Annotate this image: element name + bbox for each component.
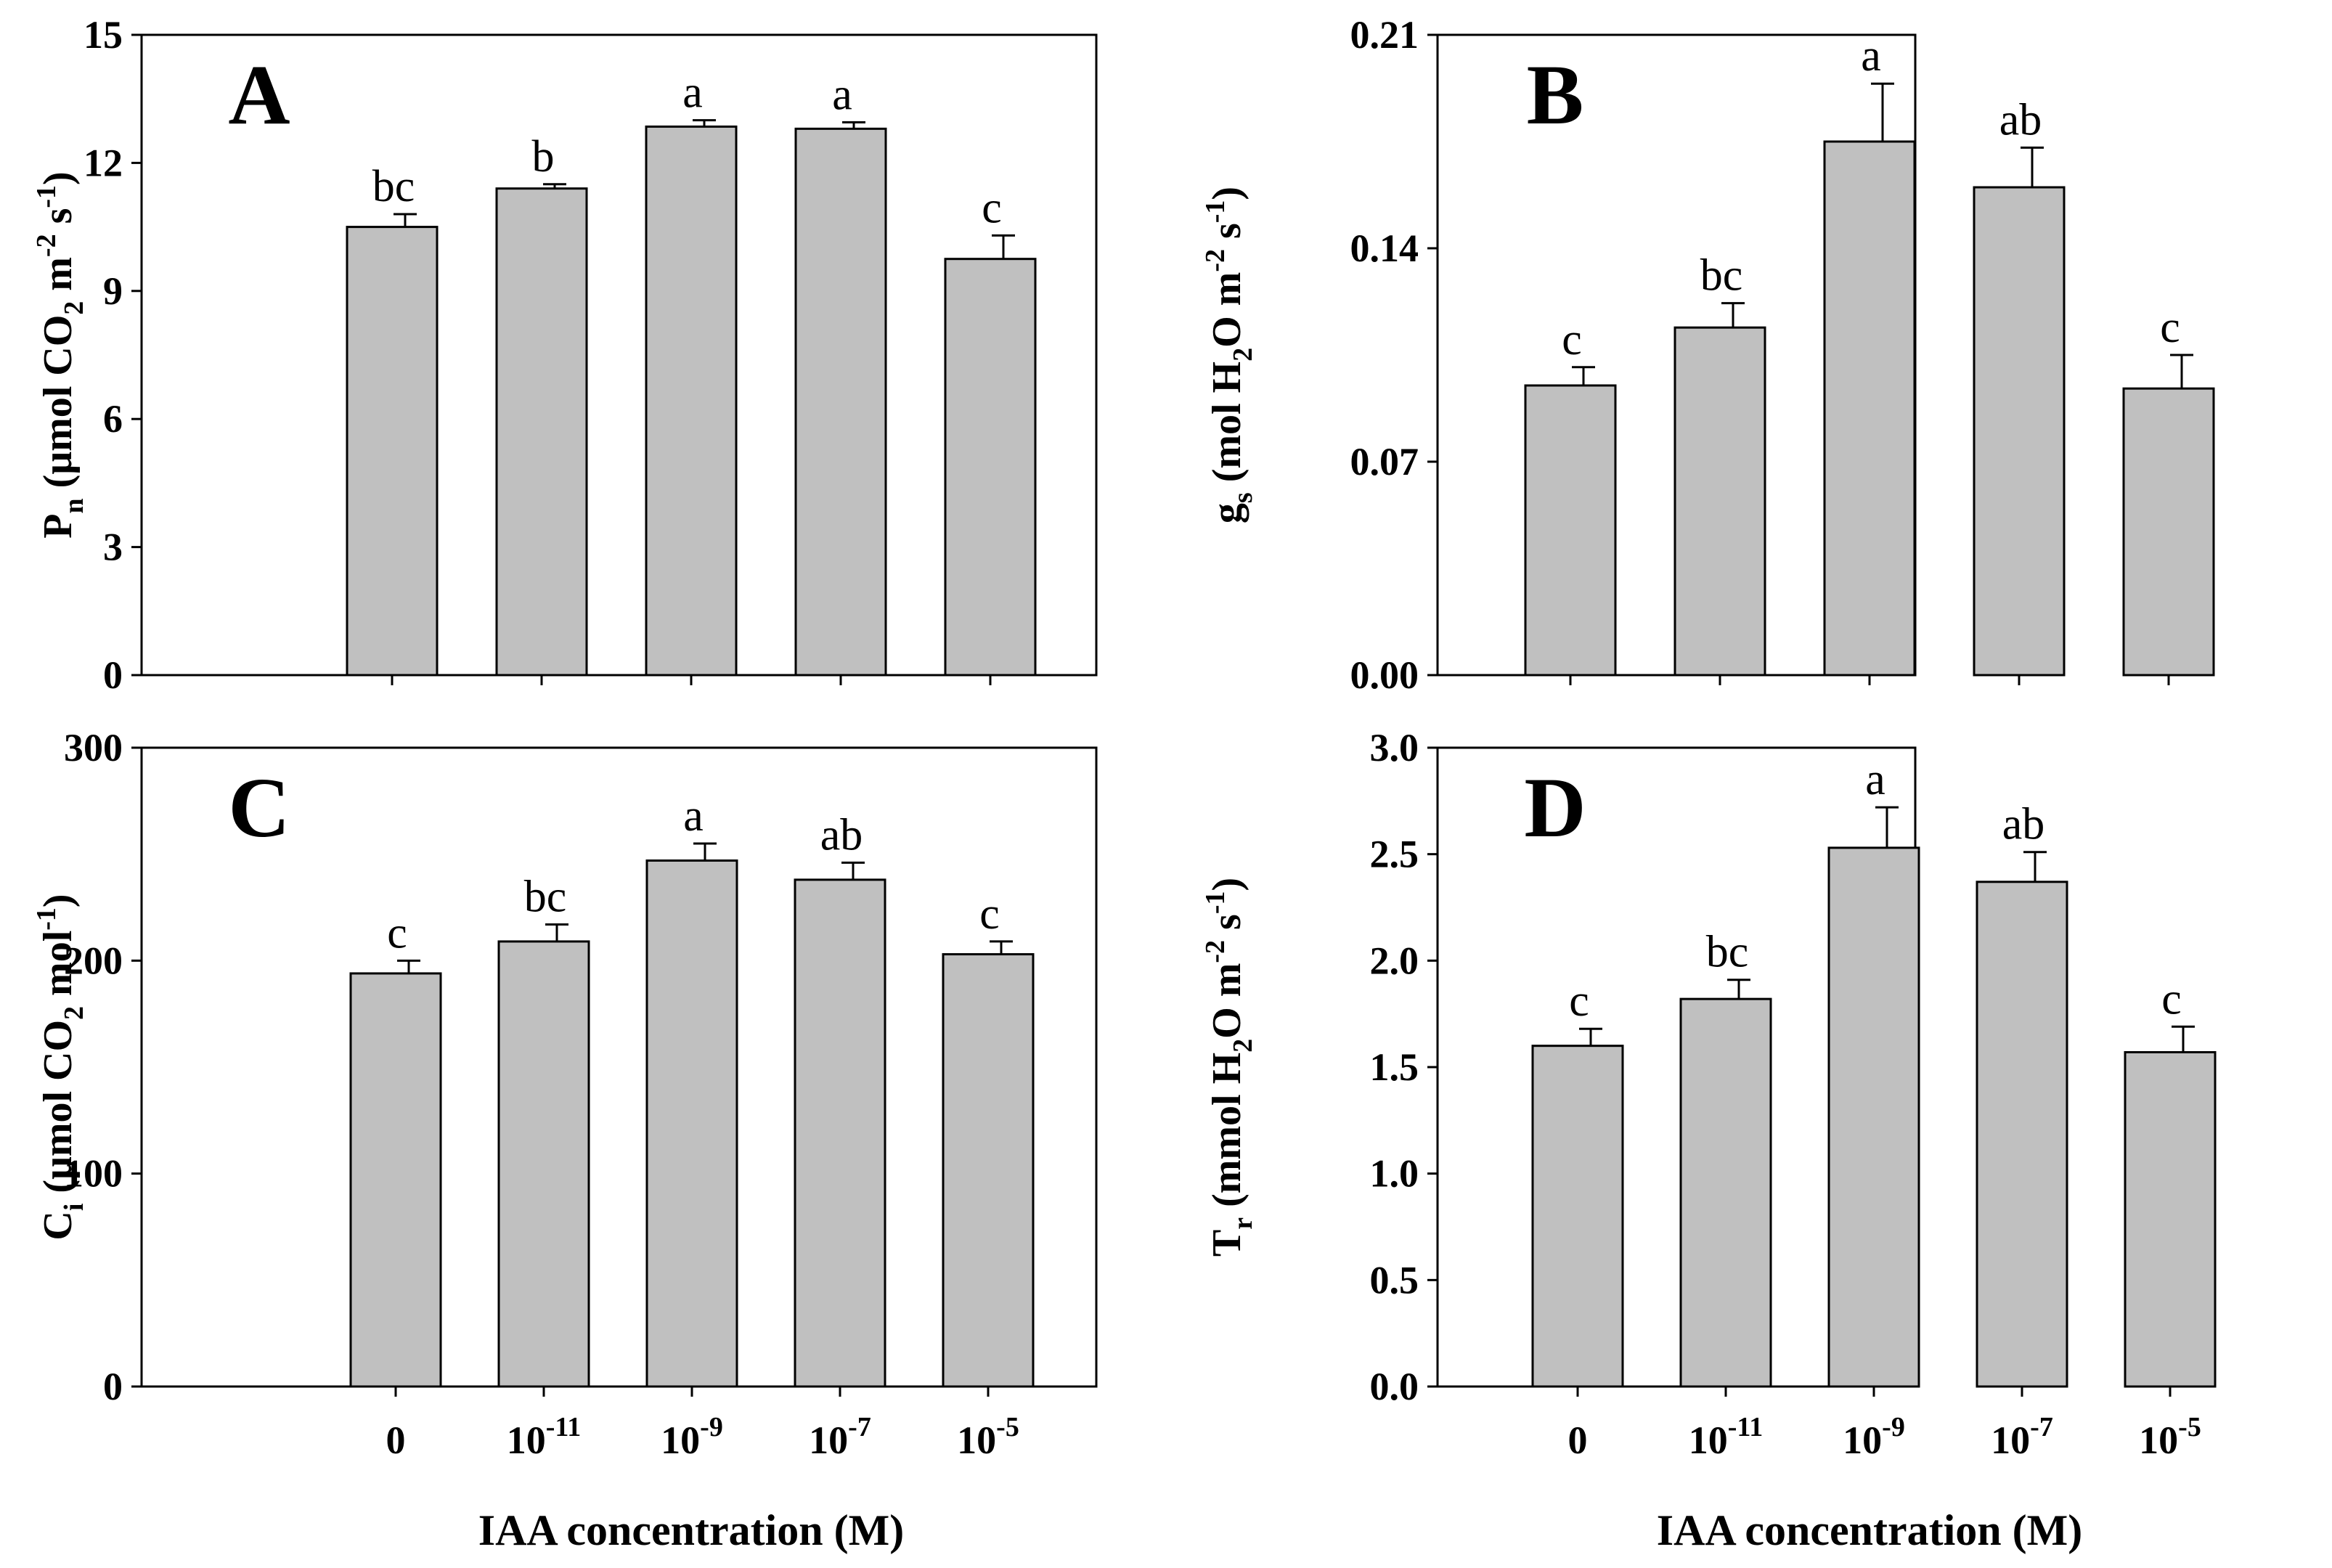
bar — [794, 878, 886, 1388]
bar — [645, 859, 738, 1388]
y-tick-label: 1.5 — [1370, 1045, 1419, 1089]
y-axis-label: gs (mol H2O m-2 s-1) — [1200, 187, 1258, 523]
bar — [1531, 1045, 1624, 1388]
panel-a: 0 3 6 9 12 15 bc b a a c A Pn (μmol CO2 m-2 s-1) — [31, 13, 1098, 697]
bar — [2122, 387, 2215, 677]
y-tick-label: 2.0 — [1370, 939, 1419, 982]
significance-letter: a — [1865, 755, 1885, 804]
bar — [794, 127, 887, 677]
y-tick-label: 100 — [64, 1152, 123, 1196]
y-tick-label: 6 — [103, 397, 123, 441]
y-tick-label: 15 — [83, 13, 123, 57]
y-tick-label: 300 — [64, 726, 123, 769]
bar — [349, 972, 442, 1388]
y-tick-label: 0.07 — [1350, 440, 1419, 483]
significance-letter: a — [682, 68, 703, 118]
significance-letter: bc — [524, 872, 567, 921]
significance-letter: bc — [1706, 928, 1749, 977]
y-tick-label: 200 — [64, 939, 123, 982]
panel-b: 0.00 0.07 0.14 0.21 c bc a ab c Bgs (mol H2O m-2 … — [1200, 13, 2215, 697]
x-tick-label: 0 — [386, 1418, 406, 1462]
significance-letter: c — [979, 889, 1000, 939]
significance-letter: c — [2160, 303, 2180, 352]
y-axis-label: Tr (mmol H2O m-2 s-1) — [1200, 878, 1258, 1257]
bar — [645, 125, 738, 677]
y-tick-label: 0.0 — [1370, 1365, 1419, 1408]
y-tick-label: 3 — [103, 526, 123, 569]
panel-letter: D — [1524, 760, 1586, 855]
x-tick-label: 10-11 — [1689, 1412, 1764, 1462]
panel-letter: A — [228, 47, 290, 142]
panel-letter: B — [1527, 47, 1584, 142]
significance-letter: b — [532, 132, 555, 181]
x-tick-label: 10-7 — [1991, 1412, 2053, 1462]
x-tick-label: 0 — [1568, 1418, 1588, 1462]
significance-letter: bc — [372, 162, 415, 211]
significance-letter: c — [1569, 976, 1589, 1026]
y-tick-label: 1.0 — [1370, 1152, 1419, 1196]
x-tick-label: 10-9 — [1843, 1412, 1905, 1462]
y-tick-label: 12 — [83, 141, 123, 184]
bar — [942, 953, 1035, 1388]
plot-frame — [140, 33, 1098, 677]
bar — [1973, 186, 2066, 677]
significance-letter: ab — [1999, 95, 2042, 144]
y-axis-label: Pn (μmol CO2 m-2 s-1) — [31, 171, 89, 538]
significance-letter: ab — [2002, 800, 2045, 849]
bar — [1524, 384, 1617, 677]
significance-letter: a — [683, 791, 704, 841]
significance-letter: c — [982, 183, 1002, 232]
significance-letter: c — [2161, 974, 2182, 1024]
plot-frame — [140, 746, 1098, 1388]
bar — [944, 258, 1037, 677]
bar — [1673, 326, 1766, 677]
x-tick-label: 10-5 — [2139, 1412, 2201, 1462]
significance-letter: ab — [820, 810, 863, 859]
panel-c: 0 100 200 300 c 0 bc 10-11 a 10-9 ab 10-7 c 10-5 C Ci (… — [31, 726, 1098, 1462]
panel-letter: C — [228, 760, 290, 855]
significance-letter: c — [387, 908, 407, 957]
y-tick-label: 0.5 — [1370, 1258, 1419, 1302]
bar — [1827, 846, 1920, 1388]
bar — [497, 940, 590, 1388]
bar — [2124, 1050, 2217, 1388]
significance-letter: a — [832, 70, 852, 120]
significance-letter: bc — [1700, 251, 1743, 301]
x-axis-label-right: IAA concentration (M) — [1657, 1506, 2083, 1554]
y-tick-label: 0 — [103, 1365, 123, 1408]
y-tick-label: 9 — [103, 269, 123, 313]
y-tick-label: 2.5 — [1370, 833, 1419, 876]
x-tick-label: 10-5 — [957, 1412, 1019, 1462]
y-tick-label: 0.00 — [1350, 653, 1419, 697]
panel-d: 0.0 0.5 1.0 1.5 2.0 2.5 3.0 c 0 bc 10-11 a 10-9 ab 10-… — [1200, 726, 2217, 1462]
y-tick-label: 0.14 — [1350, 226, 1419, 270]
bar — [346, 226, 439, 677]
bar — [1679, 997, 1772, 1388]
significance-letter: c — [1562, 315, 1582, 364]
x-tick-label: 10-7 — [809, 1412, 871, 1462]
bar — [1976, 881, 2068, 1388]
bar — [495, 187, 588, 677]
x-axis-label-left: IAA concentration (M) — [478, 1506, 905, 1554]
y-tick-label: 3.0 — [1370, 726, 1419, 769]
bar — [1823, 140, 1916, 677]
y-tick-label: 0.21 — [1350, 13, 1419, 57]
x-tick-label: 10-9 — [661, 1412, 723, 1462]
y-tick-label: 0 — [103, 653, 123, 697]
significance-letter: a — [1861, 31, 1881, 81]
x-tick-label: 10-11 — [507, 1412, 582, 1462]
y-axis-label: Ci (μmol CO2 mol-1) — [31, 894, 89, 1240]
